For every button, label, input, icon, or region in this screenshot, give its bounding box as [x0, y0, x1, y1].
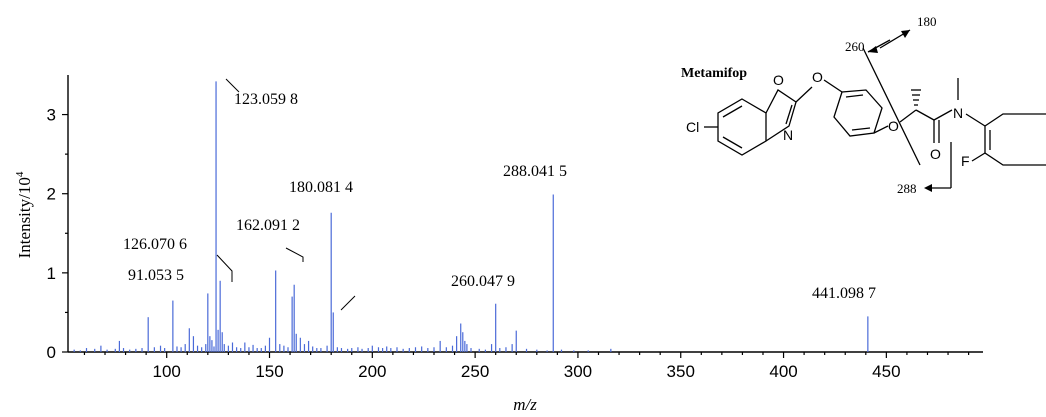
y-axis-ticks: 0 1 2 3	[47, 106, 68, 362]
benzene-inner-bond-1	[722, 105, 743, 118]
phenylene-inner-bond-2	[851, 127, 871, 131]
x-tick-label-450: 450	[872, 362, 900, 381]
fragment-label-288: 288	[897, 181, 917, 196]
x-tick-label-100: 100	[153, 362, 181, 381]
y-tick-label-2: 2	[47, 185, 56, 204]
leader-lines	[216, 78, 356, 311]
fragment-label-260: 260	[845, 39, 865, 54]
metamifop-structure: Metamifop O N Cl O O O N	[681, 14, 1046, 196]
x-tick-label-150: 150	[255, 362, 283, 381]
fragment-label-180: 180	[917, 14, 937, 29]
benzoxazole-benzene-ring	[717, 98, 767, 156]
compound-name: Metamifop	[681, 66, 747, 81]
peak-label-123: 123.059 8	[234, 91, 298, 108]
peak-label-126: 126.070 6	[123, 236, 187, 253]
leader-126	[216, 254, 233, 282]
arrow-288-head	[924, 184, 932, 192]
f-bond	[971, 152, 986, 162]
ether-bond-2	[899, 109, 917, 123]
fluorophenyl-ring	[984, 113, 1046, 166]
y-axis-title-text: Intensity/10	[15, 177, 34, 258]
leader-162	[285, 247, 304, 262]
y-tick-label-0: 0	[47, 343, 56, 362]
ether-bond-1	[873, 125, 889, 134]
y-axis-title: Intensity/104	[14, 171, 34, 258]
x-tick-label-350: 350	[667, 362, 695, 381]
spectrum-peaks	[73, 81, 869, 352]
oxazole-double-bond	[785, 104, 793, 125]
x-tick-label-400: 400	[769, 362, 797, 381]
atom-bridge-o: O	[812, 69, 823, 85]
y-axis-title-exponent: 4	[14, 171, 26, 177]
bridge-bond-1	[795, 86, 813, 103]
x-axis-ticks: 100 150 200 250 300 350 400 450	[83, 352, 970, 381]
peak-label-162: 162.091 2	[236, 217, 300, 234]
atom-amide-n: N	[953, 105, 963, 121]
x-tick-label-300: 300	[564, 362, 592, 381]
x-axis-title: m/z	[513, 395, 537, 414]
leader-123	[225, 78, 240, 93]
benzene-inner-bond-2	[722, 136, 743, 149]
amide-bond	[933, 109, 953, 121]
axes	[67, 75, 983, 353]
peak-label-441: 441.098 7	[812, 285, 876, 302]
arrow-260-head	[868, 46, 878, 53]
leader-180	[340, 295, 356, 311]
phenylene-inner-bond-1	[845, 94, 864, 98]
atom-oxazole-n: N	[783, 127, 793, 143]
bridge-bond-2	[823, 79, 843, 93]
atom-ether-o: O	[888, 118, 899, 134]
peak-label-260: 260.047 9	[451, 273, 515, 290]
peak-labels: 123.059 8 180.081 4 288.041 5 162.091 2 …	[123, 91, 876, 302]
peak-label-288: 288.041 5	[503, 163, 567, 180]
peak-label-91: 91.053 5	[128, 267, 184, 284]
atom-oxazole-o: O	[773, 72, 784, 88]
n-aryl-bond	[965, 113, 986, 127]
y-tick-label-1: 1	[47, 264, 56, 283]
alpha-carbonyl-bond	[915, 109, 935, 121]
arrow-180-head	[901, 30, 910, 38]
atom-carbonyl-o: O	[930, 146, 941, 162]
atom-f: F	[961, 153, 970, 169]
atom-cl: Cl	[686, 119, 699, 135]
x-tick-label-250: 250	[461, 362, 489, 381]
fragment-cleavage-line	[862, 47, 921, 166]
peak-label-180: 180.081 4	[289, 179, 353, 196]
y-tick-label-3: 3	[47, 106, 56, 125]
x-tick-label-200: 200	[358, 362, 386, 381]
